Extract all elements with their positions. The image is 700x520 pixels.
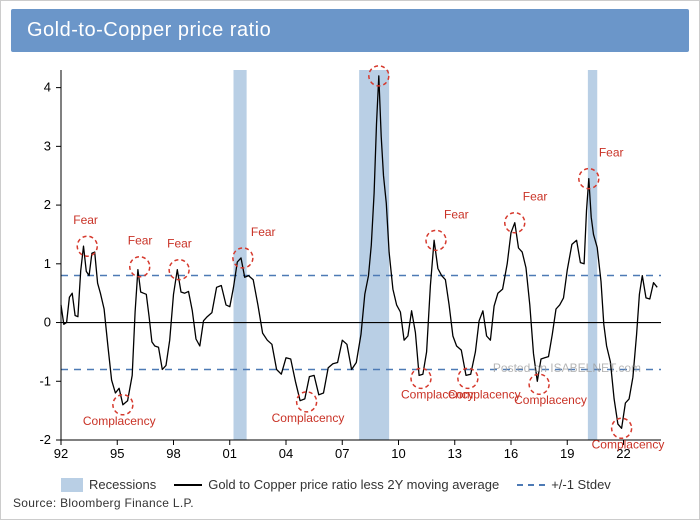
sentiment-marker (411, 368, 431, 388)
sentiment-label: Fear (599, 146, 624, 160)
legend-item-recessions: Recessions (61, 477, 156, 492)
chart-title: Gold-to-Copper price ratio (11, 9, 689, 52)
sentiment-label: Fear (523, 190, 548, 204)
x-tick-label: 04 (279, 446, 293, 461)
recession-swatch (61, 478, 83, 492)
sentiment-marker (297, 392, 317, 412)
sentiment-label: Fear (251, 225, 276, 239)
x-tick-label: 01 (223, 446, 237, 461)
sentiment-marker (426, 230, 446, 250)
sentiment-marker (529, 374, 549, 394)
y-tick-label: 2 (44, 197, 51, 212)
legend-label: +/-1 Stdev (551, 477, 611, 492)
sentiment-marker (130, 257, 150, 277)
x-tick-label: 13 (448, 446, 462, 461)
y-tick-label: 4 (44, 80, 51, 95)
chart-plot-area: -2-1012349295980104071013161922FearCompl… (11, 60, 671, 475)
x-tick-label: 10 (391, 446, 405, 461)
sentiment-label: Fear (444, 207, 469, 221)
line-swatch (174, 484, 202, 486)
legend-label: Recessions (89, 477, 156, 492)
y-tick-label: -2 (39, 432, 51, 447)
sentiment-label: Complacency (592, 437, 665, 451)
sentiment-marker (169, 260, 189, 280)
chart-svg: -2-1012349295980104071013161922FearCompl… (11, 60, 671, 475)
sentiment-label: Complacency (514, 393, 587, 407)
y-tick-label: 1 (44, 256, 51, 271)
y-tick-label: 3 (44, 138, 51, 153)
legend-item-series: Gold to Copper price ratio less 2Y movin… (174, 477, 499, 492)
x-tick-label: 92 (54, 446, 68, 461)
chart-container: Gold-to-Copper price ratio -2-1012349295… (0, 0, 700, 520)
x-tick-label: 07 (335, 446, 349, 461)
x-tick-label: 16 (504, 446, 518, 461)
x-tick-label: 19 (560, 446, 574, 461)
sentiment-label: Fear (128, 234, 153, 248)
y-tick-label: 0 (44, 315, 51, 330)
source-text: Source: Bloomberg Finance L.P. (11, 492, 689, 510)
watermark-text: Posted on ISABELNET.com (493, 361, 641, 375)
dash-swatch (517, 484, 545, 486)
sentiment-label: Fear (73, 213, 98, 227)
sentiment-label: Complacency (272, 411, 345, 425)
legend: Recessions Gold to Copper price ratio le… (11, 477, 689, 492)
sentiment-marker (77, 236, 97, 256)
recession-band (234, 70, 247, 440)
recession-band (588, 70, 597, 440)
sentiment-label: Complacency (83, 414, 156, 428)
recession-band (359, 70, 389, 440)
sentiment-label: Complacency (448, 387, 521, 401)
price-ratio-series (61, 76, 657, 428)
legend-label: Gold to Copper price ratio less 2Y movin… (208, 477, 499, 492)
y-tick-label: -1 (39, 373, 51, 388)
sentiment-label: Fear (167, 237, 192, 251)
x-tick-label: 95 (110, 446, 124, 461)
sentiment-marker (458, 368, 478, 388)
legend-item-stdev: +/-1 Stdev (517, 477, 611, 492)
x-tick-label: 98 (166, 446, 180, 461)
